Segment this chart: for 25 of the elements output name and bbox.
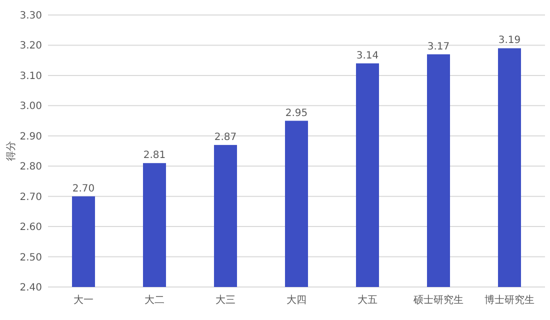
data-label: 2.95 [285,108,308,119]
x-tick-label: 大四 [286,294,306,306]
x-tick-label: 硕士研究生 [412,294,464,306]
data-label: 2.87 [214,132,237,143]
data-label: 2.81 [143,150,166,162]
data-label: 2.70 [72,183,95,194]
y-tick-label: 3.00 [20,101,42,112]
y-tick-label: 3.20 [20,40,42,52]
x-tick-label: 大一 [74,294,94,306]
data-label: 3.17 [427,41,450,52]
y-axis-title: 得分 [5,141,17,161]
y-tick-label: 2.90 [20,131,42,142]
y-tick-label: 2.60 [20,222,42,234]
data-label: 3.19 [498,35,521,46]
x-tick-label: 大二 [144,294,164,306]
y-tick-label: 2.50 [20,252,42,264]
y-tick-label: 2.70 [20,192,42,203]
y-tick-label: 2.40 [20,282,42,294]
x-tick-label: 博士研究生 [484,294,534,306]
x-tick-label: 大五 [358,294,378,306]
y-tick-label: 2.80 [20,162,42,173]
y-tick-label: 3.30 [20,10,42,22]
y-tick-label: 3.10 [20,70,42,82]
data-label: 3.14 [356,50,379,62]
x-tick-label: 大三 [216,294,236,306]
